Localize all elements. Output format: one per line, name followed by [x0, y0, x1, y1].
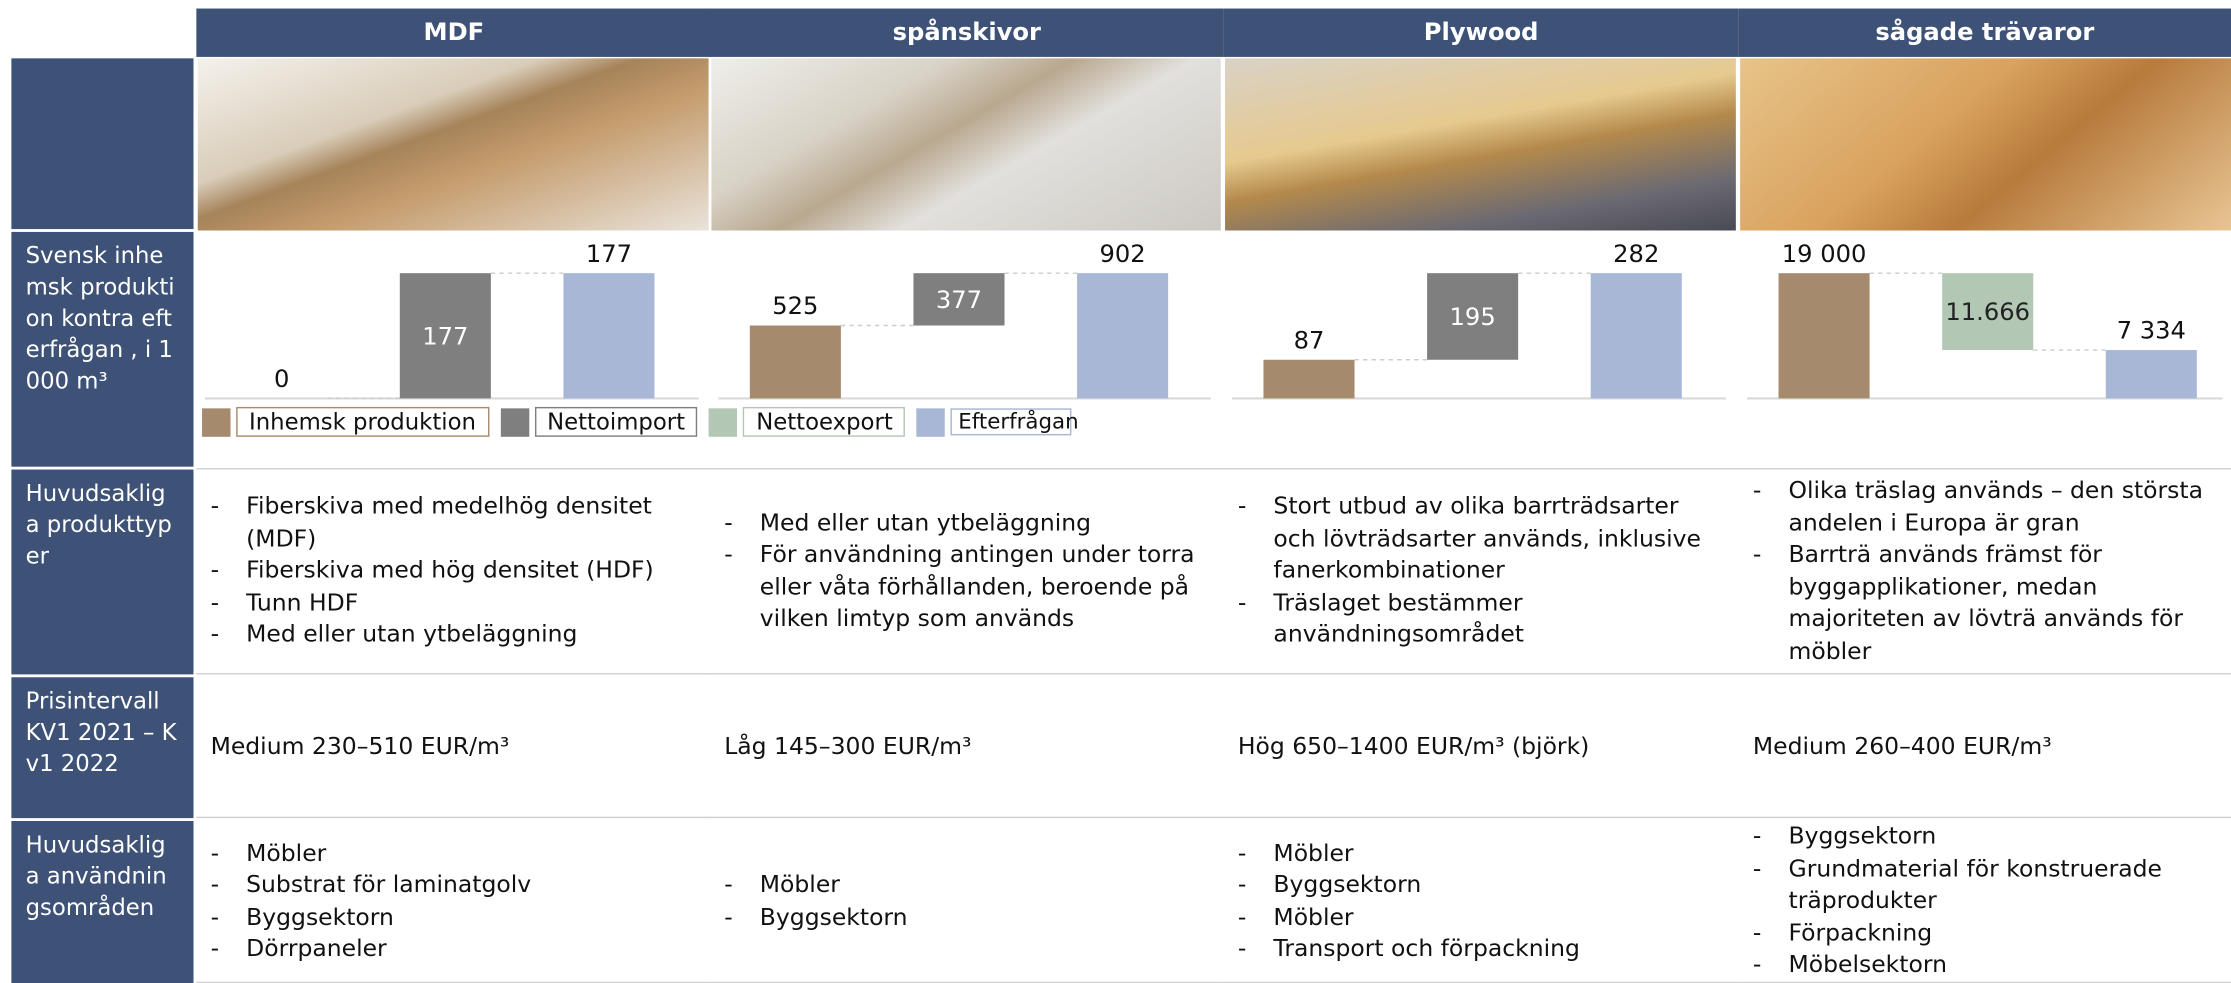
- bullet-list: MöblerSubstrat för laminatgolvByggsektor…: [211, 837, 532, 965]
- uses-cell: ByggsektornGrundmaterial för konstruerad…: [1738, 821, 2231, 983]
- uses-cell: MöblerByggsektornMöblerTransport och för…: [1223, 821, 1739, 983]
- bullet-item: Med eller utan ytbeläggning: [724, 507, 1209, 539]
- value-label: 282: [1613, 240, 1659, 268]
- legend-label: Nettoexport: [743, 406, 906, 437]
- bullet-item: Möbler: [211, 837, 532, 869]
- bullet-item: Fiberskiva med medelhög densitet (MDF): [211, 491, 698, 555]
- bar: [2105, 350, 2197, 399]
- legend-item: Nettoimport: [500, 406, 698, 437]
- value-label: 377: [936, 286, 982, 314]
- value-label: 87: [1294, 326, 1325, 354]
- bullet-item: För användning antingen under torra elle…: [724, 539, 1209, 635]
- price-cell: Medium 260–400 EUR/m³: [1738, 677, 2231, 819]
- uses-cell: MöblerSubstrat för laminatgolvByggsektor…: [196, 821, 712, 983]
- legend-label: Nettoimport: [534, 406, 698, 437]
- row-header-blank: [11, 58, 194, 230]
- bar: [563, 273, 655, 399]
- legend-item: Inhemsk produktion: [202, 406, 489, 437]
- bar: [749, 325, 841, 399]
- bullet-item: Transport och förpackning: [1238, 933, 1580, 965]
- row-header: Svensk inhemsk produktion kontra efterfr…: [11, 231, 194, 467]
- waterfall-chart: 0 177 177: [204, 240, 699, 400]
- waterfall-chart: 19 000 11.666 7 334: [1747, 240, 2223, 400]
- waterfall-chart: 525 377 902: [718, 240, 1211, 400]
- bullet-item: Substrat för laminatgolv: [211, 869, 532, 901]
- product-image: [711, 58, 1221, 231]
- bullet-item: Olika träslag används – den största ande…: [1753, 475, 2217, 539]
- legend-item: Efterfrågan: [916, 407, 1079, 437]
- product-image: [1740, 58, 2231, 231]
- bullet-item: Möbler: [1238, 901, 1580, 933]
- column-header: spånskivor: [709, 8, 1224, 57]
- bullet-item: Möbler: [724, 869, 907, 901]
- bar: [399, 273, 491, 399]
- column-header: Plywood: [1223, 8, 1739, 57]
- legend-label: Efterfrågan: [951, 408, 1079, 436]
- product-types-cell: Olika träslag används – den största ande…: [1738, 470, 2231, 675]
- bullet-item: Träslaget bestämmer användningsområdet: [1238, 587, 1725, 651]
- bullet-list: Stort utbud av olika barrträdsarter och …: [1238, 491, 1725, 651]
- product-image: [1225, 58, 1736, 231]
- bullet-item: Möbelsektorn: [1753, 949, 2217, 981]
- bar: [913, 273, 1005, 326]
- value-label: 195: [1450, 303, 1496, 331]
- bullet-item: Tunn HDF: [211, 587, 698, 619]
- value-label: 177: [422, 322, 468, 350]
- column-header: MDF: [196, 8, 712, 57]
- bullet-item: Möbler: [1238, 837, 1580, 869]
- price-cell: Hög 650–1400 EUR/m³ (björk): [1223, 677, 1739, 819]
- bar: [1778, 273, 1870, 399]
- value-label: 7 334: [2117, 317, 2186, 345]
- product-types-cell: Med eller utan ytbeläggningFör användnin…: [709, 470, 1224, 675]
- bullet-list: Olika träslag används – den största ande…: [1753, 475, 2217, 667]
- bar: [1590, 273, 1682, 399]
- product-types-cell: Stort utbud av olika barrträdsarter och …: [1223, 470, 1739, 675]
- bullet-item: Byggsektorn: [1753, 821, 2217, 853]
- bar: [1077, 273, 1169, 399]
- legend-item: Nettoexport: [709, 406, 906, 437]
- legend-label: Inhemsk produktion: [236, 406, 489, 437]
- waterfall-chart: 87 195 282: [1232, 240, 1726, 400]
- value-label: 525: [772, 292, 818, 320]
- value-label: 177: [586, 240, 632, 268]
- bullet-list: MöblerByggsektornMöblerTransport och för…: [1238, 837, 1580, 965]
- row-header: Prisintervall KV1 2021 – Kv1 2022: [11, 677, 194, 819]
- column-header: sågade trävaror: [1738, 8, 2231, 57]
- value-label: 0: [274, 365, 289, 393]
- bullet-list: MöblerByggsektorn: [724, 869, 907, 933]
- product-types-cell: Fiberskiva med medelhög densitet (MDF)Fi…: [196, 470, 712, 675]
- price-cell: Låg 145–300 EUR/m³: [709, 677, 1224, 819]
- legend-swatch: [916, 407, 946, 437]
- bullet-list: ByggsektornGrundmaterial för konstruerad…: [1753, 821, 2217, 981]
- bullet-item: Med eller utan ytbeläggning: [211, 619, 698, 651]
- bullet-list: Med eller utan ytbeläggningFör användnin…: [724, 507, 1209, 635]
- legend-swatch: [202, 407, 231, 437]
- bullet-item: Byggsektorn: [211, 901, 532, 933]
- bullet-item: Byggsektorn: [724, 901, 907, 933]
- product-image: [197, 58, 709, 231]
- legend: Inhemsk produktion Nettoimport Nettoexport…: [202, 406, 1079, 437]
- legend-swatch: [709, 407, 738, 437]
- price-cell: Medium 230–510 EUR/m³: [196, 677, 712, 819]
- legend-swatch: [500, 407, 529, 437]
- uses-cell: MöblerByggsektorn: [709, 821, 1224, 983]
- row-separator: [196, 468, 2231, 470]
- bullet-item: Förpackning: [1753, 917, 2217, 949]
- bullet-item: Byggsektorn: [1238, 869, 1580, 901]
- bullet-item: Barrträ används främst för byggapplikati…: [1753, 539, 2217, 667]
- value-label: 19 000: [1782, 240, 1867, 268]
- value-label: 11.666: [1945, 298, 2030, 326]
- row-header: Huvudsakliga produkttyper: [11, 469, 194, 675]
- bullet-list: Fiberskiva med medelhög densitet (MDF)Fi…: [211, 491, 698, 651]
- bar: [1942, 273, 2034, 351]
- bar: [1263, 359, 1355, 399]
- row-header: Huvudsakliga användningsområden: [11, 820, 194, 983]
- bullet-item: Dörrpaneler: [211, 933, 532, 965]
- bullet-item: Fiberskiva med hög densitet (HDF): [211, 555, 698, 587]
- bullet-item: Grundmaterial för konstruerade träproduk…: [1753, 853, 2217, 917]
- value-label: 902: [1100, 240, 1146, 268]
- bullet-item: Stort utbud av olika barrträdsarter och …: [1238, 491, 1725, 587]
- bar: [1427, 273, 1519, 360]
